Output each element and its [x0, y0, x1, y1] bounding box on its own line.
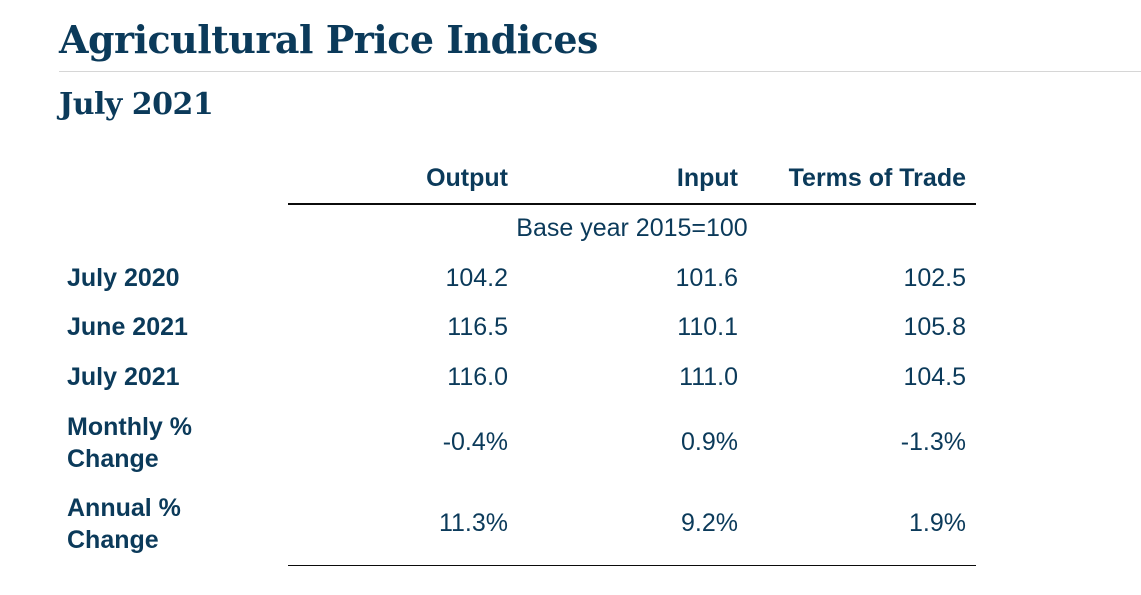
cell-output-july-2021: 116.0: [447, 363, 508, 391]
cell-terms-monthly-change: -1.3%: [900, 428, 966, 456]
page-title: Agricultural Price Indices: [59, 17, 598, 62]
cell-terms-annual-change: 1.9%: [909, 509, 966, 537]
cell-input-monthly-change: 0.9%: [681, 428, 738, 456]
cell-output-july-2020: 104.2: [445, 264, 508, 292]
row-label-july-2021: July 2021: [67, 363, 180, 391]
footer-rule: [288, 565, 976, 566]
base-year-note: Base year 2015=100: [516, 214, 748, 242]
column-header-output: Output: [426, 164, 508, 192]
cell-input-annual-change: 9.2%: [681, 509, 738, 537]
row-label-june-2021: June 2021: [67, 313, 188, 341]
row-label-annual-change: Annual % Change: [67, 494, 181, 554]
cell-output-annual-change: 11.3%: [438, 509, 508, 537]
cell-output-monthly-change: -0.4%: [442, 428, 508, 456]
row-label-july-2020: July 2020: [67, 264, 180, 292]
column-header-terms-of-trade: Terms of Trade: [788, 164, 966, 192]
cell-terms-july-2020: 102.5: [903, 264, 966, 292]
cell-terms-july-2021: 104.5: [903, 363, 966, 391]
cell-terms-june-2021: 105.8: [903, 313, 966, 341]
cell-output-june-2021: 116.5: [447, 313, 508, 341]
header-rule: [288, 203, 976, 205]
page-subtitle: July 2021: [59, 87, 214, 122]
title-divider: [59, 71, 1141, 72]
column-header-input: Input: [676, 164, 738, 192]
cell-input-july-2020: 101.6: [675, 264, 738, 292]
cell-input-july-2021: 111.0: [679, 363, 738, 391]
row-label-monthly-change: Monthly % Change: [67, 413, 192, 473]
cell-input-june-2021: 110.1: [677, 313, 738, 341]
